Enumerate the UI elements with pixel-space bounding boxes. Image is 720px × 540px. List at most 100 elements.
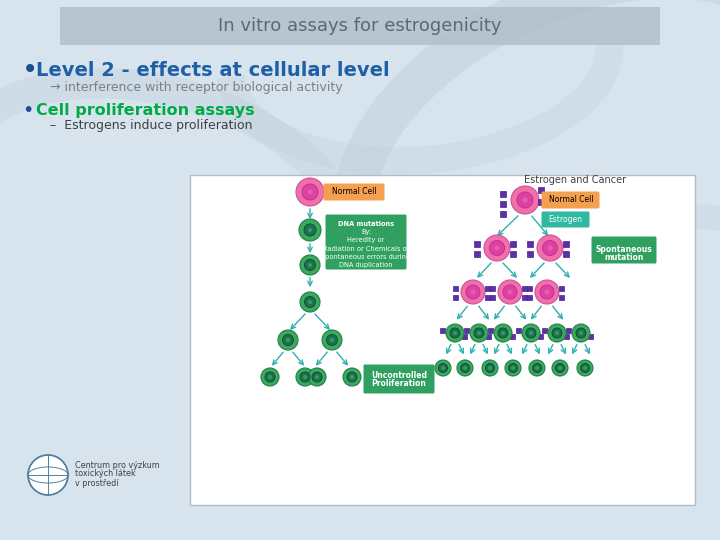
FancyBboxPatch shape [325,214,407,269]
Text: By:: By: [361,229,371,235]
Circle shape [461,280,485,304]
Circle shape [308,368,326,386]
FancyBboxPatch shape [490,286,495,291]
FancyBboxPatch shape [500,211,506,217]
FancyBboxPatch shape [588,334,593,339]
Circle shape [494,324,512,342]
Circle shape [490,240,505,255]
Circle shape [28,455,68,495]
Circle shape [501,331,505,335]
Circle shape [535,366,539,370]
Circle shape [304,224,316,236]
Circle shape [296,178,324,206]
Circle shape [517,192,533,208]
Circle shape [508,289,513,294]
Text: Estrogen and Cancer: Estrogen and Cancer [524,175,626,185]
FancyBboxPatch shape [526,286,531,291]
Circle shape [438,363,448,373]
FancyBboxPatch shape [564,334,569,339]
FancyBboxPatch shape [541,192,600,208]
FancyBboxPatch shape [565,327,570,333]
Circle shape [457,360,473,376]
Circle shape [498,328,508,338]
FancyBboxPatch shape [521,294,526,300]
Circle shape [529,360,545,376]
Circle shape [537,235,563,261]
Circle shape [268,375,272,379]
Text: –  Estrogens induce proliferation: – Estrogens induce proliferation [50,118,253,132]
Circle shape [330,338,334,342]
Text: Spontaneous: Spontaneous [595,246,652,254]
Circle shape [484,235,510,261]
FancyBboxPatch shape [485,286,490,291]
Circle shape [485,363,495,373]
Circle shape [583,366,587,370]
FancyBboxPatch shape [474,251,480,256]
Circle shape [300,372,310,382]
Circle shape [308,263,312,267]
Text: → interference with receptor biological activity: → interference with receptor biological … [50,80,343,93]
FancyBboxPatch shape [474,241,480,247]
Circle shape [470,324,488,342]
Text: Radiation or Chemicals or: Radiation or Chemicals or [323,246,409,252]
Circle shape [498,280,522,304]
Circle shape [312,372,322,382]
Circle shape [343,368,361,386]
Text: DNA duplication: DNA duplication [339,262,392,268]
Circle shape [503,285,517,299]
Circle shape [477,331,481,335]
Text: Uncontrolled: Uncontrolled [371,372,427,381]
FancyBboxPatch shape [510,251,516,256]
FancyBboxPatch shape [485,334,490,339]
FancyBboxPatch shape [592,237,657,264]
FancyBboxPatch shape [538,187,544,193]
FancyBboxPatch shape [527,241,533,247]
Circle shape [303,375,307,379]
FancyBboxPatch shape [500,201,506,207]
Circle shape [308,228,312,232]
Circle shape [282,334,294,346]
Circle shape [511,366,515,370]
Circle shape [552,360,568,376]
Circle shape [542,240,557,255]
FancyBboxPatch shape [452,294,457,300]
Text: Estrogen: Estrogen [548,215,582,225]
FancyBboxPatch shape [526,294,531,300]
Text: Normal Cell: Normal Cell [549,195,593,205]
FancyBboxPatch shape [190,175,695,505]
Text: toxických látek: toxických látek [75,469,136,478]
Circle shape [453,331,457,335]
Circle shape [347,372,357,382]
FancyBboxPatch shape [559,294,564,300]
Circle shape [326,334,338,346]
Circle shape [300,292,320,312]
FancyBboxPatch shape [462,334,467,339]
Circle shape [435,360,451,376]
Circle shape [511,186,539,214]
FancyBboxPatch shape [521,286,526,291]
Circle shape [461,363,469,373]
Circle shape [522,324,540,342]
Circle shape [580,363,590,373]
FancyBboxPatch shape [323,184,384,200]
FancyBboxPatch shape [452,286,457,291]
FancyBboxPatch shape [559,286,564,291]
Circle shape [526,328,536,338]
Circle shape [450,328,460,338]
Circle shape [579,331,583,335]
Text: Spontaneous errors during: Spontaneous errors during [321,254,410,260]
Circle shape [474,328,484,338]
FancyBboxPatch shape [541,212,590,227]
Text: Normal Cell: Normal Cell [332,187,377,197]
Circle shape [558,366,562,370]
Text: Centrum pro výzkum: Centrum pro výzkum [75,461,160,469]
FancyBboxPatch shape [439,327,444,333]
Circle shape [261,368,279,386]
Circle shape [508,363,518,373]
Circle shape [350,375,354,379]
Text: •: • [22,56,38,84]
Circle shape [296,368,314,386]
Circle shape [488,366,492,370]
Circle shape [446,324,464,342]
Circle shape [286,338,290,342]
